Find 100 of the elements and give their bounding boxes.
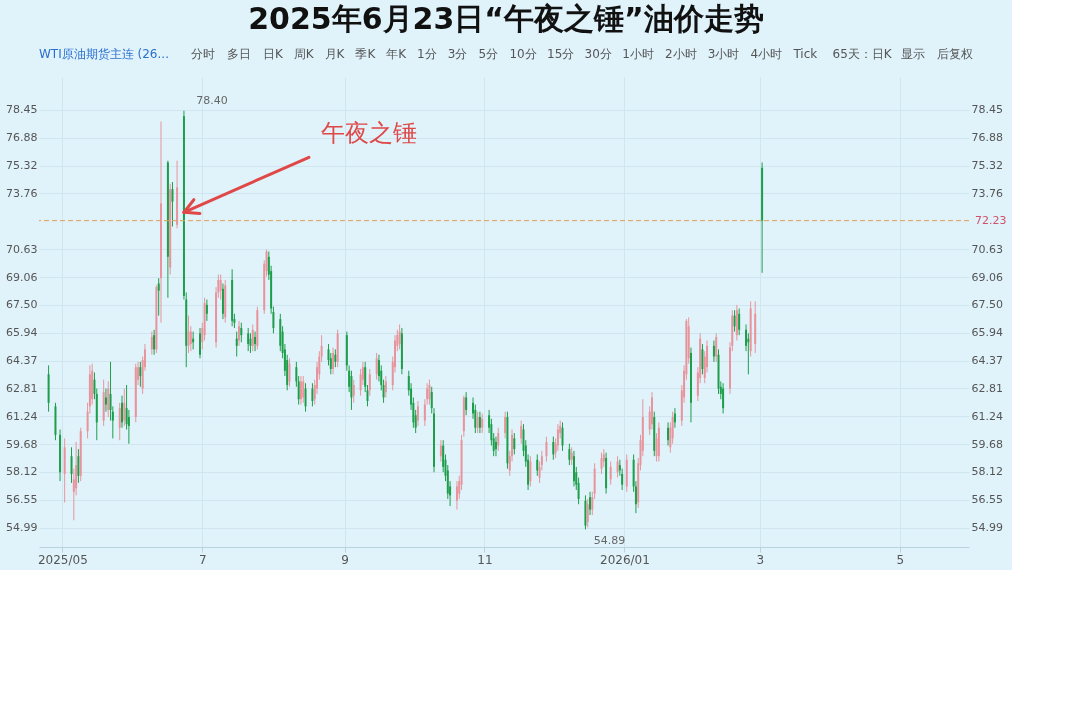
y-tick-label: 67.50 <box>6 298 38 312</box>
annotation: 54.89 <box>593 534 626 548</box>
candlestick <box>121 395 123 429</box>
candlestick <box>465 391 468 416</box>
x-tick-label: 2025/05 <box>37 552 88 567</box>
y2-tick-label: 73.76 <box>971 186 1003 200</box>
y2-tick-label: 76.88 <box>971 131 1003 145</box>
y2-tick-label: 54.99 <box>971 521 1003 535</box>
candlestick <box>545 436 548 463</box>
text: 1小时 <box>622 47 654 61</box>
x-tick-label: 7 <box>198 552 207 567</box>
candlestick <box>572 450 575 487</box>
text: 月K <box>324 47 346 61</box>
y-tick-label: 73.76 <box>6 186 38 200</box>
candlestick <box>352 379 355 404</box>
y-tick-label: 65.94 <box>6 326 38 340</box>
text: 65天：日K <box>832 47 893 61</box>
text: 多日 <box>227 47 251 61</box>
text: 10分 <box>509 47 537 61</box>
chart-title: 2025年6月23日“午夜之锤”油价走势 <box>248 1 764 36</box>
candlestick <box>733 309 736 333</box>
x-tick-label: 2026/01 <box>600 552 650 567</box>
y2-tick-label: 64.37 <box>971 354 1003 368</box>
y-tick-label: 76.88 <box>6 131 38 145</box>
candlestick <box>123 388 126 427</box>
y-tick-label: 59.68 <box>6 437 38 451</box>
y-tick-label: 56.55 <box>6 493 38 507</box>
y2-tick-label: 70.63 <box>971 242 1003 256</box>
text: 30分 <box>584 47 612 61</box>
candlestick <box>249 332 252 354</box>
y-tick-label: 78.45 <box>6 103 38 117</box>
y-tick-label: 61.24 <box>6 409 38 423</box>
candlestick <box>70 446 73 484</box>
text: 5分 <box>478 47 499 61</box>
text: 显示 <box>901 47 925 61</box>
x-tick-label: 11 <box>477 552 493 567</box>
text: 周K <box>293 47 315 61</box>
y2-tick-label: 65.94 <box>971 326 1003 340</box>
candlestick <box>616 455 619 479</box>
candlestick <box>738 307 741 336</box>
text: WTI原油期货主连 (26... <box>39 47 169 61</box>
y2-tick-label: 59.68 <box>971 437 1003 451</box>
text: 3分 <box>447 47 468 61</box>
candlestick <box>160 121 163 324</box>
y2-tick-label: 75.32 <box>971 159 1003 173</box>
y-tick-label: 69.06 <box>6 270 38 284</box>
candlestick <box>77 448 80 484</box>
candlestick <box>701 343 704 375</box>
y2-tick-label: 56.55 <box>971 493 1003 507</box>
candlestick <box>251 323 254 352</box>
text: 1分 <box>417 47 437 61</box>
x-tick-label: 5 <box>896 552 905 567</box>
text: 后复权 <box>937 47 973 61</box>
candlestick <box>288 357 291 388</box>
text: 分时 <box>191 47 215 61</box>
annotation: 午夜之锤 <box>320 119 417 148</box>
text: 年K <box>386 47 408 61</box>
y-tick-label: 62.81 <box>6 381 38 395</box>
candlestick <box>157 277 160 317</box>
candlestick <box>398 323 401 350</box>
candlestick <box>171 181 174 228</box>
y2-tick-label: 58.12 <box>971 465 1003 479</box>
y2-tick-label: 67.50 <box>971 298 1003 312</box>
ref-line-label: 72.23 <box>975 213 1007 227</box>
candlestick <box>150 331 153 356</box>
text: 2小时 <box>665 47 697 61</box>
text: Tick <box>792 47 818 61</box>
candlestick <box>311 382 314 407</box>
x-tick-label: 3 <box>756 552 765 567</box>
candlestick <box>187 315 190 354</box>
y2-tick-label: 78.45 <box>971 103 1003 117</box>
candlestick <box>455 480 458 511</box>
text: 日K <box>263 47 284 61</box>
candlestick <box>712 339 715 363</box>
annotation: 78.40 <box>196 93 228 107</box>
candlestick <box>247 327 250 352</box>
y-tick-label: 70.63 <box>6 242 38 256</box>
y2-tick-label: 61.24 <box>971 409 1003 423</box>
text: 15分 <box>547 47 575 61</box>
candlestick <box>481 412 484 434</box>
y2-tick-label: 62.81 <box>971 381 1003 395</box>
y-tick-label: 64.37 <box>6 354 38 368</box>
text: 3小时 <box>707 47 740 61</box>
candlestick <box>609 461 612 486</box>
candlestick <box>368 368 371 397</box>
candlestick <box>439 439 442 463</box>
y2-tick-label: 69.06 <box>971 270 1003 284</box>
candlestick <box>302 375 305 404</box>
candlestick <box>600 452 603 475</box>
text: 4小时 <box>750 47 783 61</box>
candlestick <box>494 436 497 457</box>
text: 季K <box>355 47 377 61</box>
y-tick-label: 54.99 <box>6 521 38 535</box>
candlestick <box>497 427 500 452</box>
y-tick-label: 75.32 <box>6 159 38 173</box>
x-tick-label: 9 <box>341 552 349 567</box>
y-tick-label: 58.12 <box>6 465 38 479</box>
candlestick <box>428 379 431 406</box>
candlestick <box>235 331 238 358</box>
candlestick <box>240 322 243 343</box>
